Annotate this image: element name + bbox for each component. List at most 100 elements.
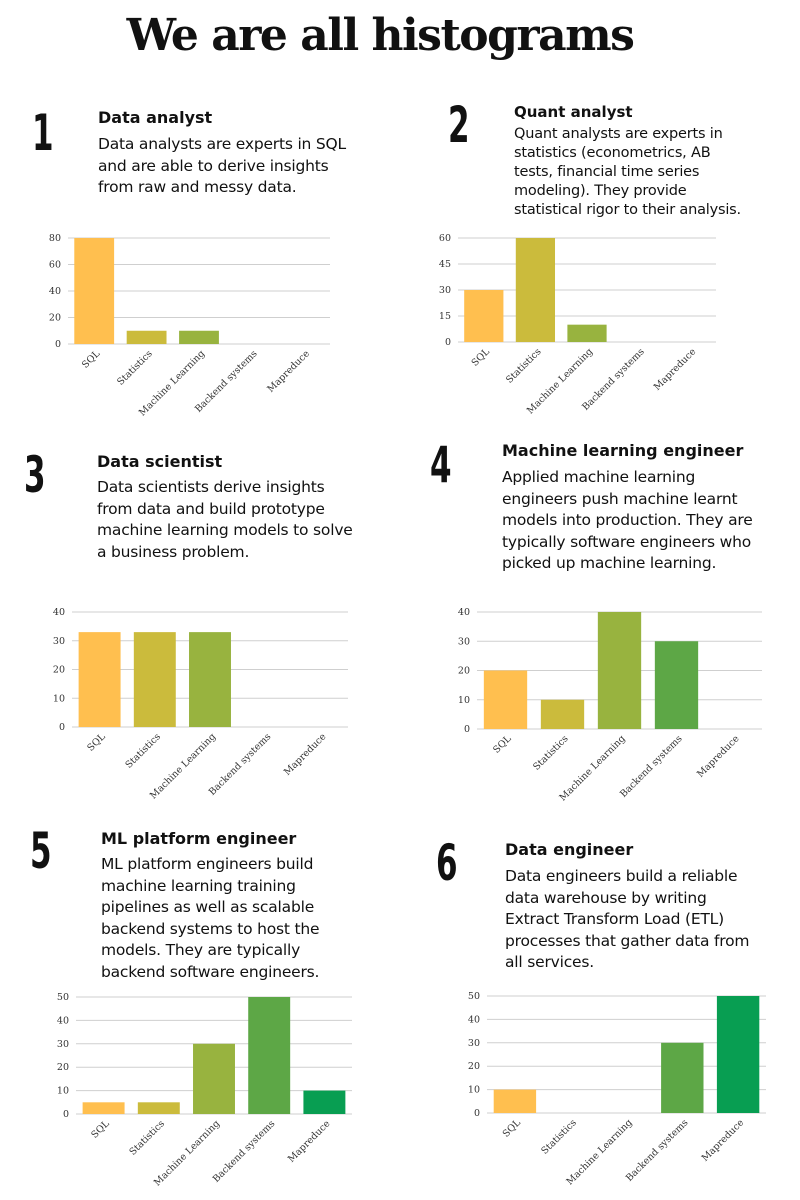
bar-statistics	[515, 238, 556, 342]
bar-statistics	[540, 699, 585, 729]
x-category-label: Machine Learning	[525, 346, 595, 416]
panel-number: 6	[436, 834, 458, 892]
y-tick-label: 45	[439, 259, 451, 270]
y-tick-label: 80	[49, 233, 61, 244]
bar-machine-learning	[189, 632, 231, 727]
bar-sql	[483, 670, 528, 729]
y-tick-label: 0	[55, 339, 61, 350]
y-tick-label: 40	[53, 607, 65, 618]
bar-mapreduce	[303, 1090, 346, 1114]
bar-statistics	[137, 1102, 180, 1114]
x-category-label: Backend systems	[207, 731, 274, 798]
page-title: We are all histograms	[126, 10, 635, 61]
y-tick-label: 0	[445, 337, 451, 348]
y-tick-label: 60	[439, 233, 451, 244]
x-category-label: Statistics	[127, 1118, 167, 1158]
x-category-label: Backend systems	[193, 348, 260, 415]
x-category-label: Backend systems	[624, 1117, 691, 1184]
x-category-label: Statistics	[123, 731, 163, 771]
x-category-label: SQL	[501, 1117, 524, 1140]
role-description: Quant analysts are experts in statistics…	[514, 126, 741, 218]
y-tick-label: 30	[458, 636, 470, 647]
x-category-label: Backend systems	[211, 1118, 278, 1185]
y-tick-label: 40	[49, 286, 61, 297]
x-category-label: Backend systems	[618, 733, 685, 800]
y-tick-label: 50	[468, 991, 480, 1002]
y-tick-label: 50	[57, 992, 69, 1003]
x-category-label: Statistics	[504, 346, 544, 386]
y-tick-label: 20	[53, 665, 65, 676]
role-description: ML platform engineers build machine lear…	[101, 855, 320, 981]
x-category-label: Mapreduce	[282, 731, 329, 778]
y-tick-label: 30	[439, 285, 451, 296]
y-tick-label: 10	[53, 693, 65, 704]
bar-backend-systems	[661, 1042, 704, 1113]
x-category-label: Backend systems	[580, 346, 647, 413]
role-description: Data engineers build a reliable data war…	[505, 867, 750, 971]
x-category-label: Statistics	[115, 348, 155, 388]
bar-machine-learning	[567, 324, 607, 342]
x-category-label: Machine Learning	[565, 1117, 635, 1187]
y-tick-label: 30	[53, 636, 65, 647]
panel-number: 2	[448, 96, 470, 154]
role-title: Data scientist	[97, 452, 223, 471]
x-category-label: Mapreduce	[695, 733, 742, 780]
x-category-label: SQL	[80, 348, 103, 371]
y-tick-label: 0	[474, 1108, 480, 1119]
x-category-label: SQL	[85, 731, 108, 754]
x-category-label: Mapreduce	[265, 348, 312, 395]
panel-number: 3	[24, 446, 46, 504]
y-tick-label: 0	[63, 1109, 69, 1120]
role-description: Applied machine learning engineers push …	[502, 468, 753, 572]
role-description: Data scientists derive insights from dat…	[97, 478, 353, 561]
role-description: Data analysts are experts in SQL and are…	[98, 135, 346, 196]
bar-sql	[78, 632, 121, 727]
x-category-label: SQL	[470, 346, 493, 369]
y-tick-label: 10	[57, 1086, 69, 1097]
y-tick-label: 40	[57, 1015, 69, 1026]
y-tick-label: 30	[468, 1038, 480, 1049]
role-title: Data analyst	[98, 108, 213, 127]
bar-backend-systems	[654, 641, 699, 729]
x-category-label: Machine Learning	[558, 733, 628, 803]
x-category-label: Statistics	[539, 1117, 579, 1157]
x-category-label: Statistics	[531, 733, 571, 773]
bar-backend-systems	[248, 997, 291, 1114]
y-tick-label: 60	[49, 260, 61, 271]
y-tick-label: 20	[468, 1061, 480, 1072]
panel-number: 1	[32, 104, 54, 162]
y-tick-label: 10	[458, 695, 470, 706]
x-category-label: Machine Learning	[137, 348, 207, 418]
x-category-label: Machine Learning	[152, 1118, 222, 1188]
x-category-label: Mapreduce	[700, 1117, 747, 1164]
y-tick-label: 10	[468, 1085, 480, 1096]
y-tick-label: 15	[439, 311, 451, 322]
role-title: Data engineer	[505, 840, 634, 859]
bar-statistics	[126, 330, 167, 344]
y-tick-label: 40	[468, 1014, 480, 1025]
y-tick-label: 0	[464, 724, 470, 735]
x-category-label: SQL	[89, 1118, 112, 1141]
panel-number: 5	[30, 822, 52, 880]
y-tick-label: 20	[458, 666, 470, 677]
role-title: Quant analyst	[514, 103, 633, 121]
panel-number: 4	[430, 436, 452, 494]
x-category-label: Mapreduce	[286, 1118, 333, 1165]
bar-sql	[493, 1089, 537, 1113]
x-category-label: Machine Learning	[148, 731, 218, 801]
bar-machine-learning	[193, 1043, 235, 1114]
bar-machine-learning	[179, 330, 219, 344]
bar-sql	[464, 290, 504, 342]
y-tick-label: 20	[49, 313, 61, 324]
bar-mapreduce	[716, 996, 760, 1113]
bar-statistics	[133, 632, 176, 727]
role-title: Machine learning engineer	[502, 441, 744, 460]
role-title: ML platform engineer	[101, 829, 297, 848]
bar-machine-learning	[597, 612, 642, 729]
bar-sql	[82, 1102, 125, 1114]
bar-sql	[74, 238, 115, 344]
y-tick-label: 0	[59, 722, 65, 733]
y-tick-label: 40	[458, 607, 470, 618]
y-tick-label: 20	[57, 1062, 69, 1073]
x-category-label: Mapreduce	[652, 346, 699, 393]
